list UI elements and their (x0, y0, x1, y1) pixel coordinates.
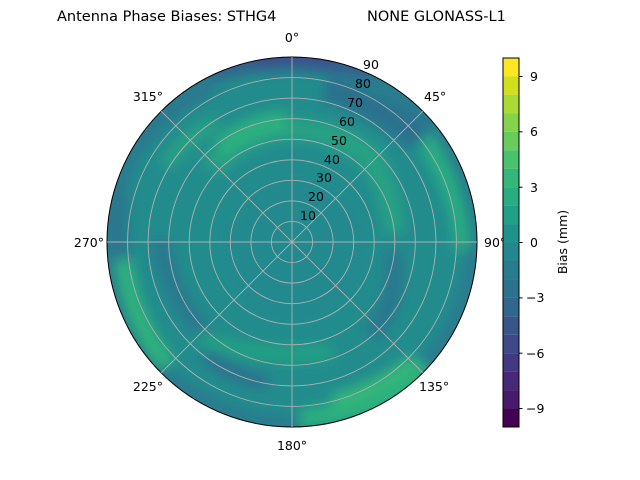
zenith-tick: 70 (347, 95, 363, 110)
azimuth-tick: 315° (133, 89, 163, 104)
colorbar-tick: −3 (526, 290, 544, 305)
azimuth-tick: 270° (74, 235, 104, 250)
zenith-tick: 30 (316, 170, 332, 185)
azimuth-grid-spokes (107, 57, 477, 427)
colorbar-tick: 3 (530, 180, 538, 195)
chart-title-station: Antenna Phase Biases: STHG4 (57, 9, 277, 25)
azimuth-tick: 135° (419, 379, 449, 394)
zenith-tick: 50 (331, 133, 347, 148)
colorbar-tick: 9 (530, 69, 538, 84)
zenith-tick: 60 (339, 114, 355, 129)
azimuth-tick: 180° (277, 438, 307, 453)
azimuth-tick: 0° (285, 30, 299, 45)
colorbar-tick: −6 (526, 346, 544, 361)
colorbar (502, 57, 520, 428)
colorbar-tick: 0 (530, 235, 538, 250)
colorbar-tick-marks (519, 76, 523, 410)
zenith-tick: 90 (363, 57, 379, 72)
azimuth-tick: 45° (424, 89, 446, 104)
zenith-tick: 20 (308, 189, 324, 204)
colorbar-label: Bias (mm) (555, 210, 570, 274)
azimuth-tick-labels: 0° 45° 90° 135° 180° 225° 270° 315° (74, 30, 506, 453)
azimuth-tick: 90° (484, 235, 506, 250)
chart-title-signal: NONE GLONASS-L1 (367, 9, 506, 25)
zenith-tick-labels: 10 20 30 40 50 60 70 80 90 (300, 57, 379, 223)
colorbar-tick: −9 (526, 401, 544, 416)
zenith-tick: 10 (300, 208, 316, 223)
colorbar-tick: 6 (530, 124, 538, 139)
zenith-tick: 80 (355, 76, 371, 91)
colorbar-tick-labels: 9 6 3 0 −3 −6 −9 (526, 69, 544, 416)
zenith-tick: 40 (324, 152, 340, 167)
azimuth-tick: 225° (133, 379, 163, 394)
